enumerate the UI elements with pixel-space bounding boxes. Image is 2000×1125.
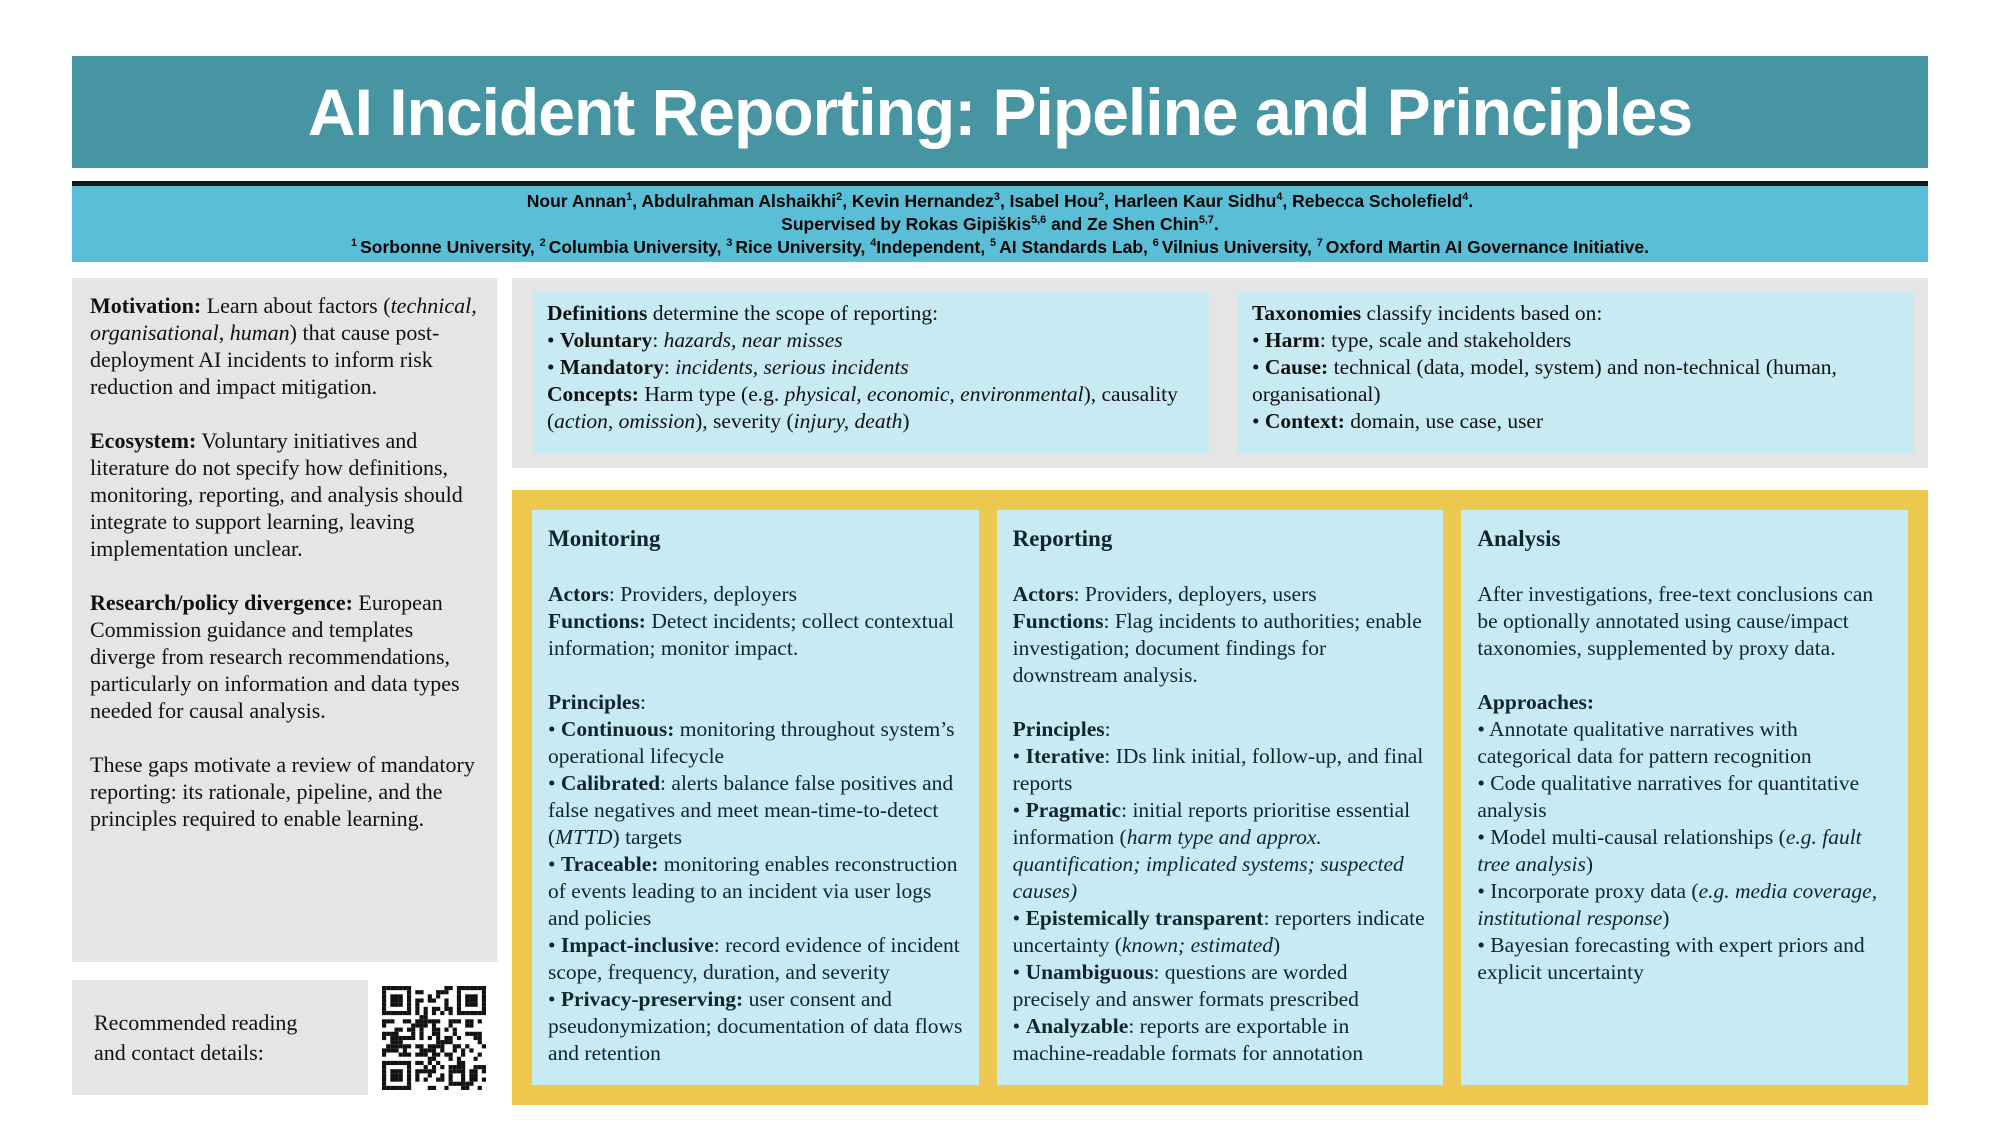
affiliations-line: 1 Sorbonne University, 2 Columbia Univer… (351, 236, 1649, 257)
text-line: Motivation: Learn about factors (technic… (90, 293, 477, 399)
text-line: Actors: Providers, deployers, users (1012, 582, 1317, 606)
text-line: Principles: (548, 690, 646, 714)
analysis-body: After investigations, free-text conclusi… (1477, 581, 1892, 986)
monitoring-title: Monitoring (548, 526, 661, 551)
text-line: • Code qualitative narratives for quanti… (1477, 771, 1860, 822)
text-line: Ecosystem: Voluntary initiatives and lit… (90, 428, 463, 561)
text-line: • Analyzable: reports are exportable in … (1012, 1014, 1364, 1065)
text-line: Functions: Flag incidents to authorities… (1012, 609, 1422, 687)
text-line: Research/policy divergence: European Com… (90, 590, 460, 723)
authors-banner: Nour Annan1, Abdulrahman Alshaikhi2, Kev… (72, 181, 1928, 262)
text-line: • Mandatory: incidents, serious incident… (547, 355, 909, 379)
text-line: • Incorporate proxy data (e.g. media cov… (1477, 879, 1878, 930)
text-line: Functions: Detect incidents; collect con… (548, 609, 955, 660)
poster-title: AI Incident Reporting: Pipeline and Prin… (307, 75, 1693, 149)
title-banner: AI Incident Reporting: Pipeline and Prin… (72, 56, 1928, 168)
monitoring-column: Monitoring Actors: Providers, deployers F… (532, 510, 979, 1085)
text-line: • Continuous: monitoring throughout syst… (548, 717, 955, 768)
analysis-title: Analysis (1477, 526, 1561, 551)
text-line: Taxonomies classify incidents based on: (1252, 301, 1603, 325)
reporting-column: Reporting Actors: Providers, deployers, … (996, 510, 1444, 1085)
text-line: • Annotate qualitative narratives with c… (1477, 717, 1812, 768)
text-line: • Iterative: IDs link initial, follow-up… (1012, 744, 1424, 795)
authors-line: Nour Annan1, Abdulrahman Alshaikhi2, Kev… (526, 190, 1474, 211)
text-line: After investigations, free-text conclusi… (1477, 582, 1874, 660)
taxonomies-box: Taxonomies classify incidents based on: … (1238, 292, 1914, 454)
reading-contact-box: Recommended reading and contact details: (72, 980, 368, 1095)
text-line: • Traceable: monitoring enables reconstr… (548, 852, 958, 930)
text-line: Concepts: Harm type (e.g. physical, econ… (547, 382, 1178, 433)
text-line: • Impact-inclusive: record evidence of i… (548, 933, 960, 984)
monitoring-body: Actors: Providers, deployers Functions: D… (548, 581, 963, 1067)
reading-contact-label: Recommended reading and contact details: (94, 1009, 298, 1065)
text-line: • Pragmatic: initial reports prioritise … (1012, 798, 1411, 903)
pipeline-panel: Monitoring Actors: Providers, deployers F… (512, 490, 1928, 1105)
text-line: • Epistemically transparent: reporters i… (1012, 906, 1425, 957)
intro-panel: Motivation: Learn about factors (technic… (72, 278, 497, 962)
text-line: Approaches: (1477, 690, 1595, 714)
text-line: Principles: (1012, 717, 1111, 741)
text-line: Actors: Providers, deployers (548, 582, 797, 606)
definitions-taxonomies-panel: Definitions determine the scope of repor… (512, 278, 1928, 468)
qr-code (382, 986, 486, 1090)
text-line: • Context: domain, use case, user (1252, 409, 1544, 433)
text-line: • Cause: technical (data, model, system)… (1252, 355, 1837, 406)
qr-code-image (382, 986, 486, 1090)
text-line: These gaps motivate a review of mandator… (90, 752, 475, 831)
reporting-body: Actors: Providers, deployers, users Funct… (1013, 581, 1428, 1067)
text-line: • Model multi-causal relationships (e.g.… (1477, 825, 1862, 876)
text-line: • Unambiguous: questions are worded prec… (1012, 960, 1359, 1011)
definitions-box: Definitions determine the scope of repor… (533, 292, 1209, 454)
text-line: • Voluntary: hazards, near misses (547, 328, 843, 352)
text-line: • Harm: type, scale and stakeholders (1252, 328, 1572, 352)
text-line: • Calibrated: alerts balance false posit… (548, 771, 954, 849)
text-line: • Privacy-preserving: user consent and p… (548, 987, 963, 1065)
text-line: • Bayesian forecasting with expert prior… (1477, 933, 1865, 984)
reporting-title: Reporting (1012, 526, 1113, 551)
supervisors-line: Supervised by Rokas Gipiškis5,6 and Ze S… (781, 213, 1219, 234)
text-line: Definitions determine the scope of repor… (547, 301, 939, 325)
analysis-column: Analysis After investigations, free-text… (1461, 510, 1909, 1085)
